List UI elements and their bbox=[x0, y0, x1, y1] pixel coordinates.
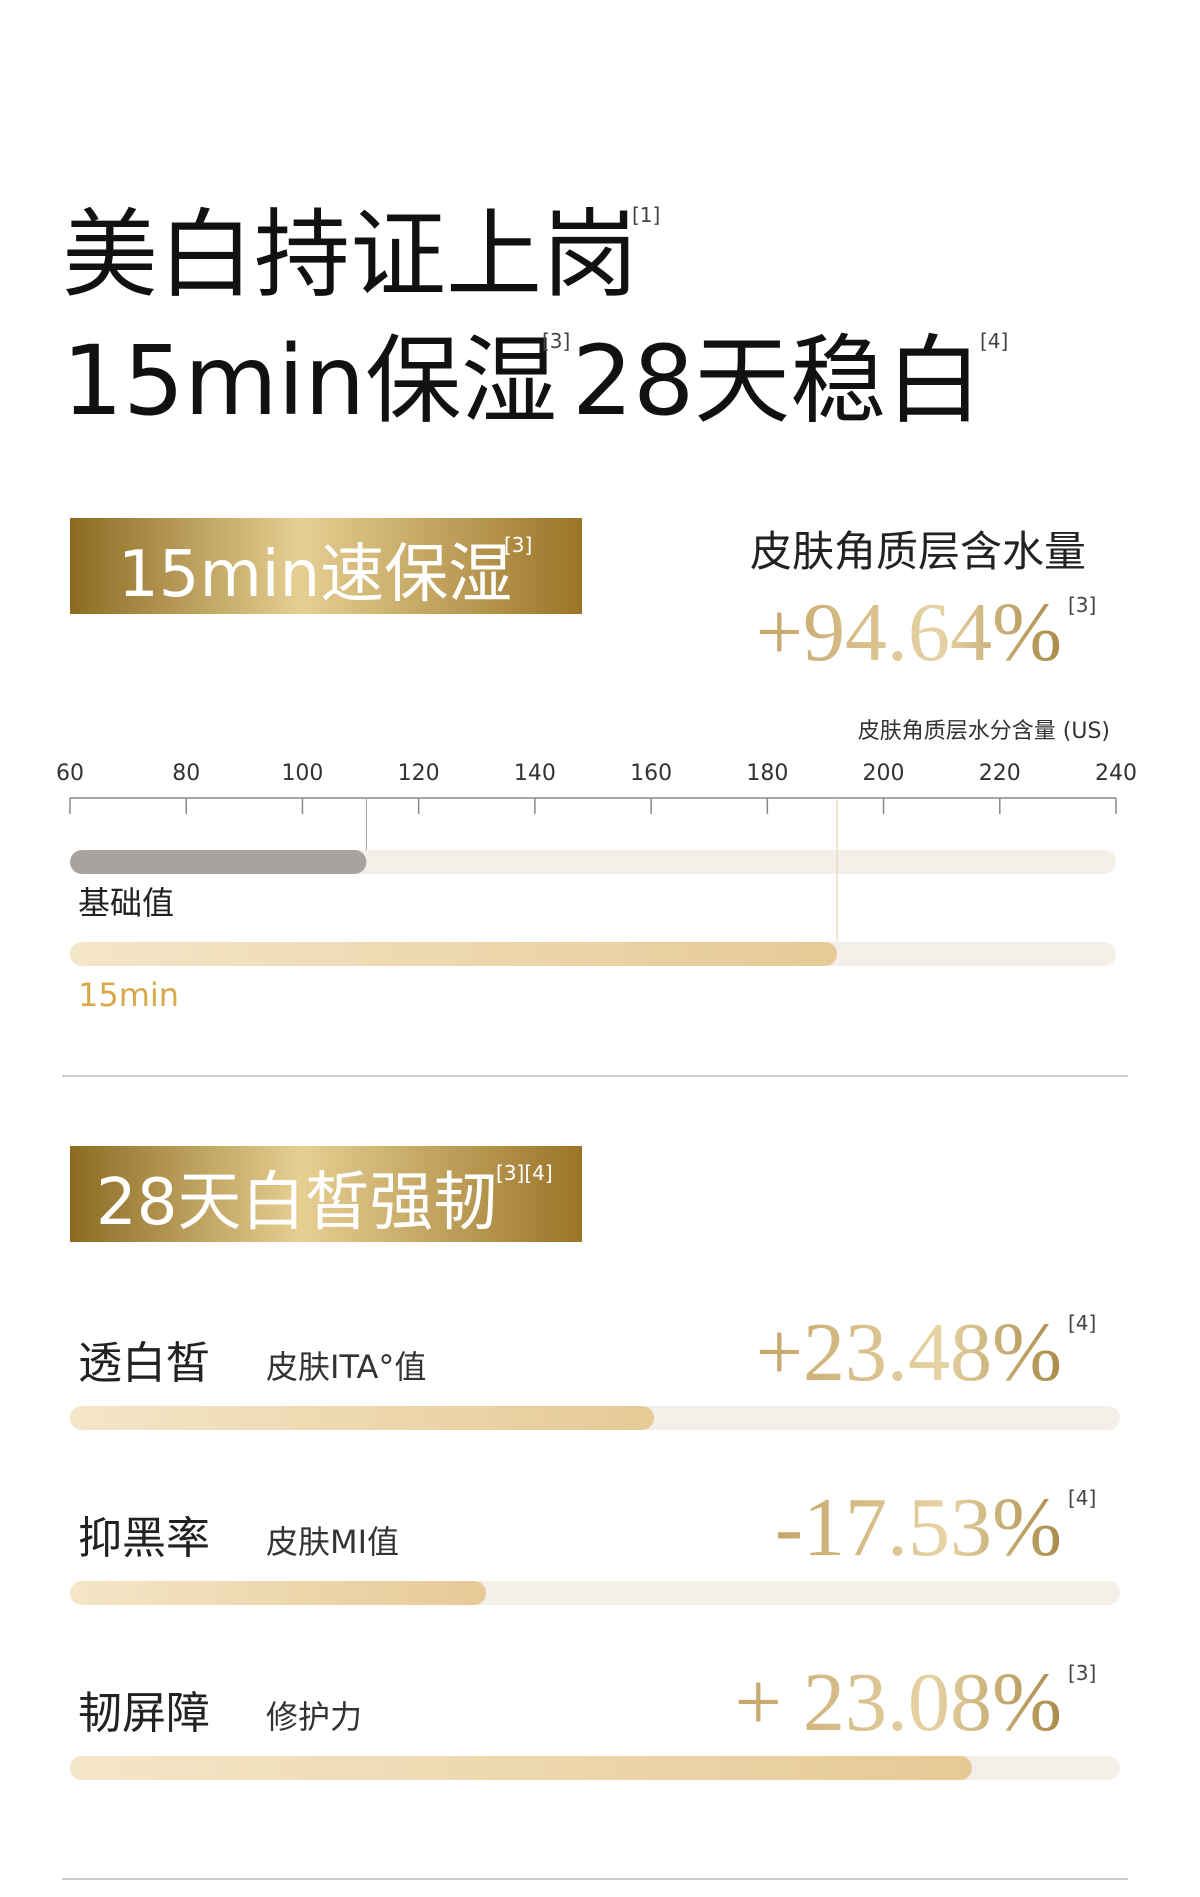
title-line: 15min保湿 bbox=[62, 325, 557, 437]
series-label: 15min bbox=[78, 976, 179, 1014]
note: [4] bbox=[1068, 1486, 1096, 1510]
item-sub: 皮肤MI值 bbox=[266, 1523, 399, 1561]
note: [4] bbox=[1068, 1311, 1096, 1335]
title-line: 28天稳白 bbox=[572, 325, 982, 437]
note: [1] bbox=[632, 203, 660, 227]
progress-bar bbox=[70, 1581, 486, 1605]
progress-bar bbox=[70, 1406, 654, 1430]
item-value: -17.53% bbox=[775, 1481, 1062, 1574]
x-tick-label: 180 bbox=[746, 761, 788, 786]
x-tick-label: 160 bbox=[630, 761, 672, 786]
badge bbox=[70, 1146, 582, 1242]
note: [3][4] bbox=[496, 1161, 553, 1185]
item-label: 韧屏障 bbox=[78, 1688, 210, 1739]
item-value: +23.48% bbox=[756, 1306, 1062, 1399]
note: [3] bbox=[504, 533, 532, 557]
x-tick-label: 60 bbox=[56, 761, 84, 786]
note: [4] bbox=[980, 329, 1008, 353]
x-tick-label: 200 bbox=[863, 761, 905, 786]
progress-bar bbox=[70, 1756, 972, 1780]
x-tick-label: 240 bbox=[1095, 761, 1137, 786]
note: [3] bbox=[542, 329, 570, 353]
item-value: + 23.08% bbox=[735, 1656, 1062, 1749]
badge-text: 28天白皙强韧 bbox=[96, 1166, 497, 1240]
title-line: 美白持证上岗 bbox=[62, 199, 638, 311]
x-tick-label: 220 bbox=[979, 761, 1021, 786]
bar bbox=[70, 850, 367, 874]
note: [3] bbox=[1068, 1661, 1096, 1685]
bar bbox=[70, 942, 838, 966]
item-sub: 修护力 bbox=[266, 1698, 362, 1736]
x-tick-label: 120 bbox=[398, 761, 440, 786]
item-label: 透白皙 bbox=[78, 1338, 210, 1389]
badge-text: 15min速保湿 bbox=[118, 538, 512, 612]
x-tick-label: 140 bbox=[514, 761, 556, 786]
axis-label: 皮肤角质层水分含量 (US) bbox=[858, 719, 1110, 744]
metric: 皮肤角质层含水量 bbox=[750, 527, 1086, 576]
badge bbox=[70, 518, 582, 614]
note: [3] bbox=[1068, 593, 1096, 617]
series-label: 基础值 bbox=[78, 884, 174, 922]
item-sub: 皮肤ITA°值 bbox=[266, 1348, 426, 1386]
x-tick-label: 80 bbox=[172, 761, 200, 786]
x-tick-label: 100 bbox=[281, 761, 323, 786]
item-label: 抑黑率 bbox=[78, 1513, 210, 1564]
metric-value: +94.64% bbox=[756, 586, 1062, 679]
